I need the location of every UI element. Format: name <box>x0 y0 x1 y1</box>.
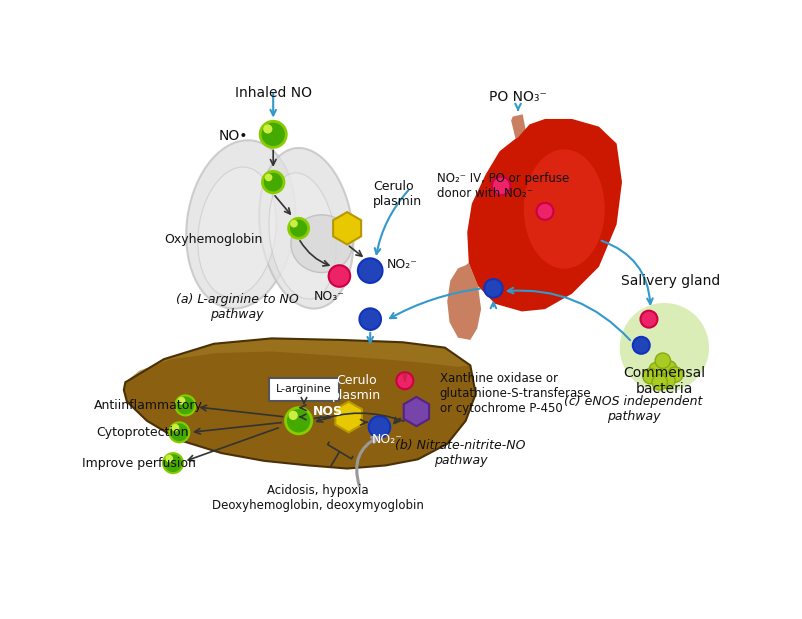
Circle shape <box>620 303 709 392</box>
Circle shape <box>169 422 189 443</box>
Text: Oxyhemoglobin: Oxyhemoglobin <box>164 233 263 246</box>
Circle shape <box>649 362 664 378</box>
Polygon shape <box>125 339 470 383</box>
Text: PO NO₃⁻: PO NO₃⁻ <box>489 90 547 103</box>
Ellipse shape <box>186 141 295 309</box>
FancyBboxPatch shape <box>269 378 338 400</box>
Circle shape <box>262 171 284 193</box>
Circle shape <box>641 311 658 327</box>
Circle shape <box>163 453 183 473</box>
Circle shape <box>484 279 503 298</box>
Text: (b) Nitrate-nitrite-NO
pathway: (b) Nitrate-nitrite-NO pathway <box>395 439 525 467</box>
Text: NO₂⁻: NO₂⁻ <box>387 258 418 271</box>
Text: (a) L-arginine to NO
pathway: (a) L-arginine to NO pathway <box>176 293 298 321</box>
Text: Cytoprotection: Cytoprotection <box>96 426 188 439</box>
Circle shape <box>329 265 350 287</box>
Circle shape <box>660 373 675 389</box>
Text: Salivery gland: Salivery gland <box>621 274 720 288</box>
Circle shape <box>359 308 381 330</box>
Text: Acidosis, hypoxia
Deoxyhemoglobin, deoxymyoglobin: Acidosis, hypoxia Deoxyhemoglobin, deoxy… <box>212 484 423 512</box>
Circle shape <box>655 353 670 368</box>
Ellipse shape <box>259 148 354 309</box>
Circle shape <box>178 397 185 405</box>
Ellipse shape <box>524 149 605 269</box>
Circle shape <box>642 368 658 384</box>
Text: Cerulo
plasmin: Cerulo plasmin <box>373 180 423 207</box>
Circle shape <box>265 173 273 181</box>
Circle shape <box>537 203 553 220</box>
Text: NO₃⁻: NO₃⁻ <box>314 290 345 303</box>
Polygon shape <box>468 119 622 311</box>
Circle shape <box>652 374 667 390</box>
Text: NOS: NOS <box>313 405 342 418</box>
Text: Improve perfusion: Improve perfusion <box>83 457 196 470</box>
Text: Commensal
bacteria: Commensal bacteria <box>623 366 706 396</box>
Circle shape <box>492 176 510 195</box>
Circle shape <box>290 220 298 228</box>
Ellipse shape <box>198 167 276 297</box>
Text: (c) eNOS independent
pathway: (c) eNOS independent pathway <box>565 395 703 423</box>
Circle shape <box>358 258 383 283</box>
Circle shape <box>396 372 413 389</box>
Text: NO•: NO• <box>219 129 249 143</box>
Text: Inhaled NO: Inhaled NO <box>235 86 312 100</box>
Text: NO₂⁻: NO₂⁻ <box>371 433 403 446</box>
Text: NO₂⁻ IV, PO or perfuse
donor with NO₂⁻: NO₂⁻ IV, PO or perfuse donor with NO₂⁻ <box>437 172 569 200</box>
Text: Antiinflammatory: Antiinflammatory <box>94 399 203 412</box>
Polygon shape <box>335 402 362 432</box>
Text: Cerulo
plasmin: Cerulo plasmin <box>332 374 381 402</box>
Circle shape <box>369 416 391 438</box>
Text: Xanthine oxidase or
glutathione-S-transferase
or cytochrome P-450: Xanthine oxidase or glutathione-S-transf… <box>439 373 591 415</box>
Circle shape <box>165 455 173 462</box>
Polygon shape <box>333 212 361 245</box>
Circle shape <box>667 367 683 383</box>
Polygon shape <box>403 397 429 426</box>
Circle shape <box>633 337 650 354</box>
Circle shape <box>260 121 286 147</box>
Circle shape <box>286 408 312 434</box>
Ellipse shape <box>291 215 353 272</box>
Circle shape <box>289 411 298 420</box>
Polygon shape <box>511 115 527 142</box>
Circle shape <box>662 361 677 376</box>
Circle shape <box>172 424 180 431</box>
Ellipse shape <box>269 173 336 299</box>
Circle shape <box>263 124 273 134</box>
Circle shape <box>176 396 196 415</box>
Polygon shape <box>124 339 476 469</box>
Text: L-arginine: L-arginine <box>276 384 332 394</box>
Polygon shape <box>448 263 481 340</box>
Circle shape <box>289 219 309 238</box>
